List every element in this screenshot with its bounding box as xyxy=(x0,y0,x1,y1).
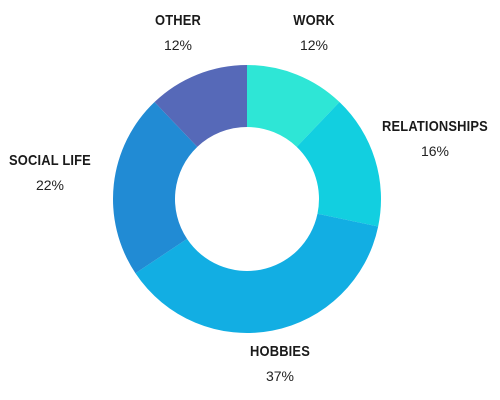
label-hobbies: HOBBIES 37% xyxy=(245,343,315,384)
label-hobbies-value: 37% xyxy=(265,368,295,384)
label-relationships-name: RELATIONSHIPS xyxy=(382,118,488,135)
label-social-life: SOCIAL LIFE 22% xyxy=(2,152,97,193)
slice-hobbies xyxy=(135,213,379,333)
slice-relationships xyxy=(296,102,381,227)
label-relationships: RELATIONSHIPS 16% xyxy=(373,118,496,159)
label-relationships-value: 16% xyxy=(420,143,450,159)
slice-work xyxy=(247,65,340,147)
label-hobbies-name: HOBBIES xyxy=(250,343,310,360)
label-other-name: OTHER xyxy=(154,12,202,29)
slice-other xyxy=(154,65,247,147)
label-work: WORK 12% xyxy=(290,12,338,53)
label-other-value: 12% xyxy=(163,37,193,53)
label-work-value: 12% xyxy=(299,37,329,53)
label-social-life-value: 22% xyxy=(35,177,65,193)
label-social-life-name: SOCIAL LIFE xyxy=(9,152,91,169)
slice-social-life xyxy=(112,102,198,274)
label-work-name: WORK xyxy=(293,12,335,29)
label-other: OTHER 12% xyxy=(151,12,205,53)
